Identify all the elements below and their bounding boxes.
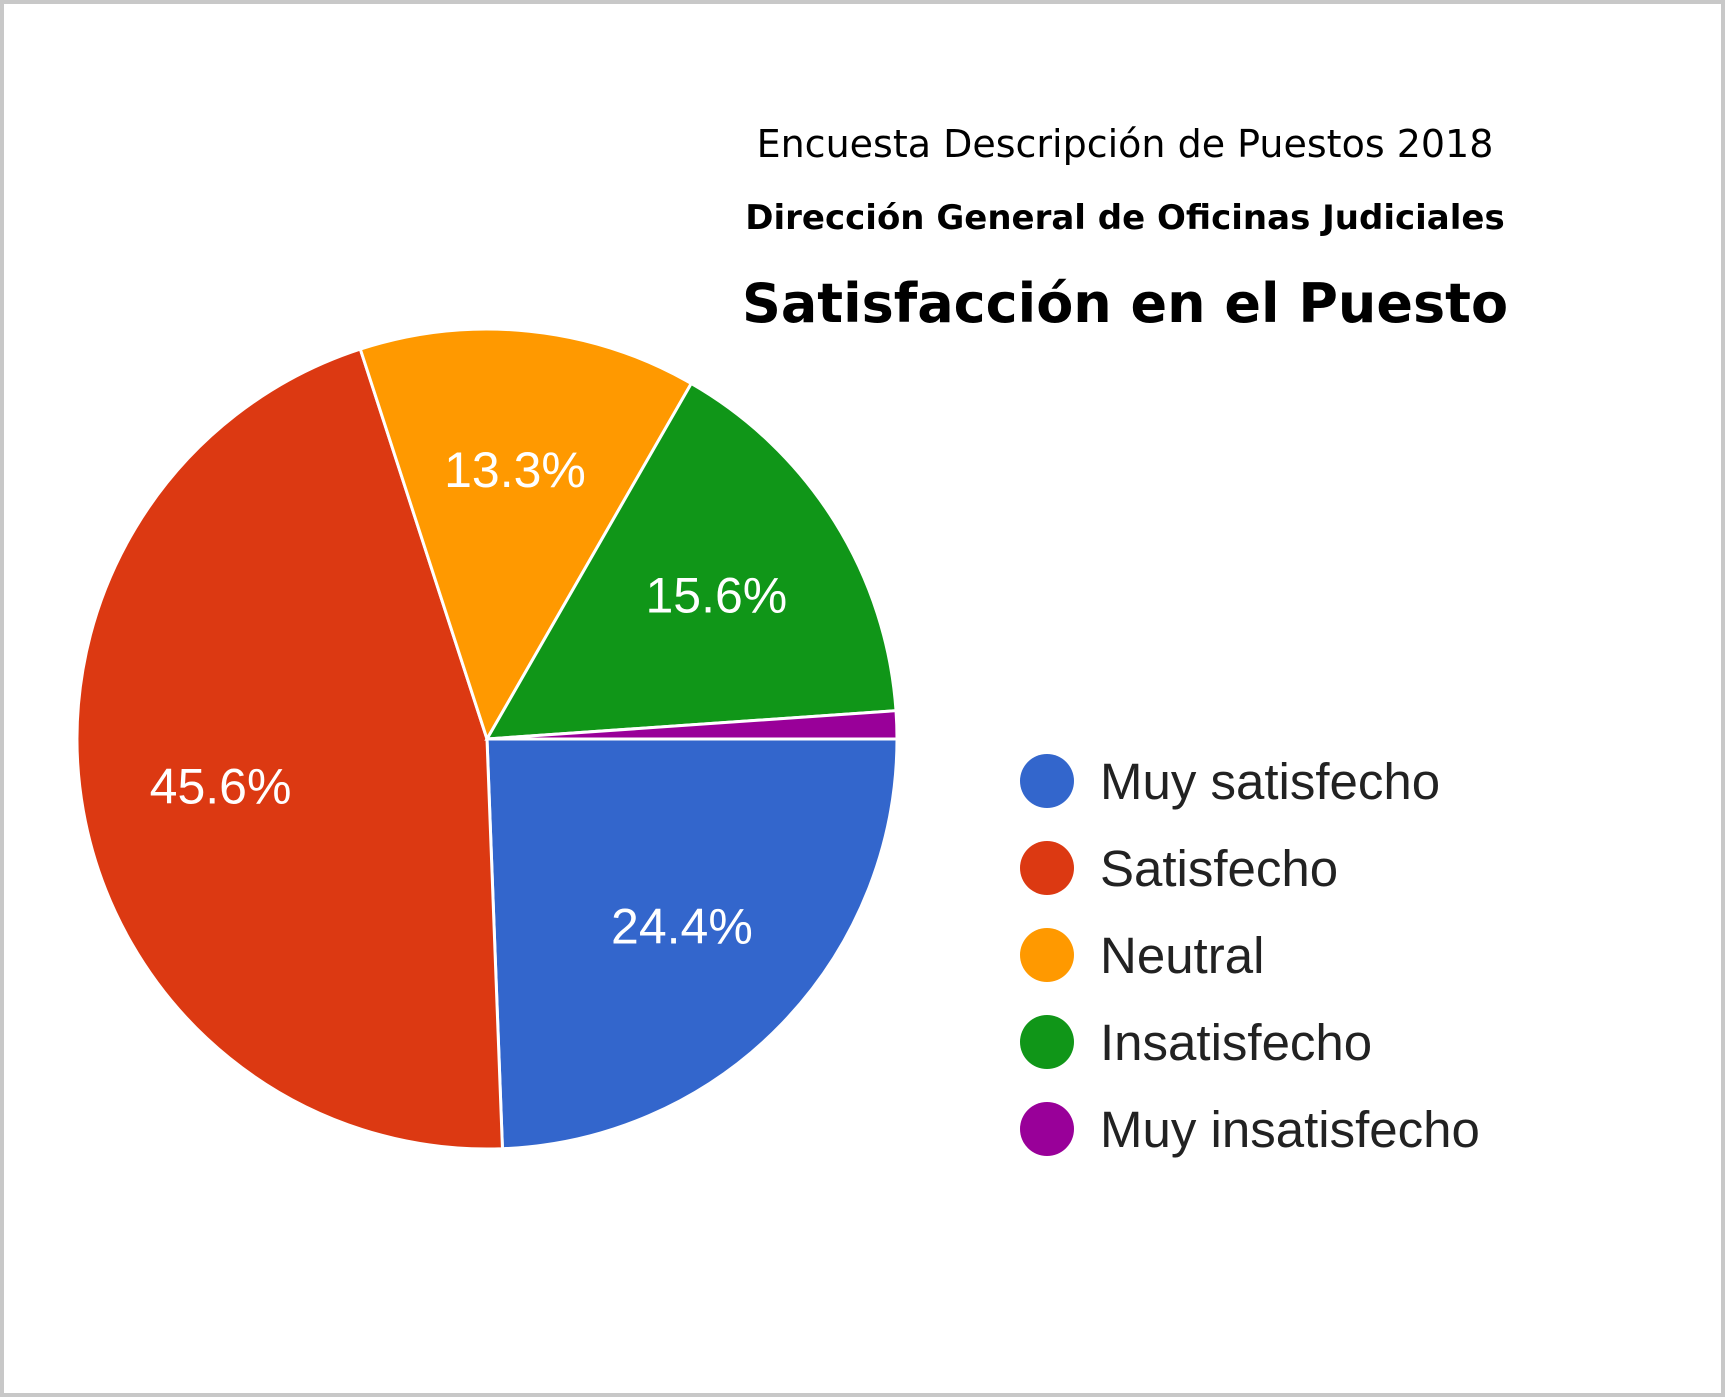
pie-slice-3	[358, 327, 694, 743]
slice-label-2: 45.6%	[150, 758, 292, 814]
legend-label-4: Insatisfecho	[1100, 1014, 1372, 1071]
pie-slice-5	[486, 709, 899, 741]
pie-slice-4	[484, 381, 898, 741]
legend-marker-5	[1020, 1102, 1074, 1156]
chart-title: Satisfacción en el Puesto	[741, 272, 1509, 335]
pie-slice-2	[75, 347, 505, 1151]
chart-subtitle-department: Dirección General de Oficinas Judiciales	[745, 198, 1505, 238]
legend-label-2: Satisfecho	[1100, 840, 1338, 897]
legend-marker-1	[1020, 754, 1074, 808]
legend-label-5: Muy insatisfecho	[1100, 1101, 1480, 1158]
legend-marker-2	[1020, 841, 1074, 895]
slice-label-4: 15.6%	[645, 567, 787, 623]
legend-label-1: Muy satisfecho	[1100, 753, 1440, 810]
slice-label-3: 13.3%	[444, 442, 586, 498]
legend-marker-4	[1020, 1015, 1074, 1069]
legend-label-3: Neutral	[1100, 927, 1264, 984]
chart-subtitle-survey: Encuesta Descripción de Puestos 2018	[756, 122, 1494, 166]
pie-slice-1	[485, 737, 899, 1151]
legend-marker-3	[1020, 928, 1074, 982]
slice-label-1: 24.4%	[611, 899, 753, 955]
